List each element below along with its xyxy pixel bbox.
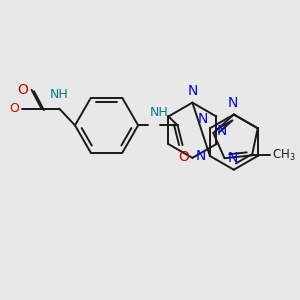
Text: N: N (227, 151, 238, 165)
Text: O: O (9, 102, 19, 115)
Text: O: O (178, 150, 189, 164)
Text: N: N (198, 112, 208, 126)
Text: N: N (216, 124, 226, 138)
Text: NH: NH (150, 106, 169, 119)
Text: O: O (18, 83, 28, 97)
Text: NH: NH (50, 88, 69, 101)
Text: N: N (196, 149, 206, 163)
Text: N: N (228, 95, 238, 110)
Text: N: N (187, 84, 198, 98)
Text: CH$_3$: CH$_3$ (272, 148, 296, 163)
